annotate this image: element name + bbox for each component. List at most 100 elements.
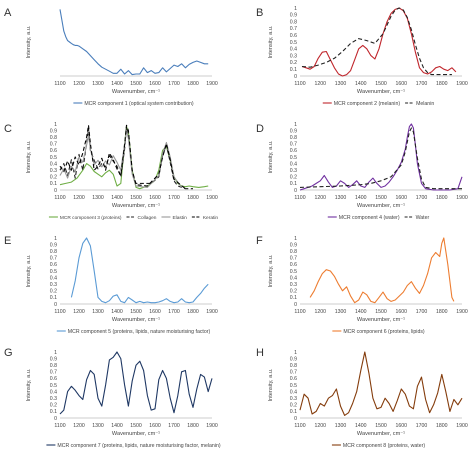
x-tick-label: 1500 (130, 81, 142, 87)
y-tick-label: 0.1 (50, 409, 57, 415)
x-tick-label: 1800 (436, 81, 448, 87)
legend-label: MCR component 7 (proteins, lipids, natur… (57, 443, 220, 449)
legend: MCR component 8 (proteins, water) (331, 443, 425, 449)
x-tick-label: 1300 (92, 195, 104, 201)
y-tick-label: 0.8 (50, 249, 57, 255)
y-tick-label: 0.3 (50, 282, 57, 288)
y-tick-label: 0.2 (290, 175, 297, 181)
x-tick-label: 1100 (294, 195, 305, 201)
legend: MCR component 4 (water) Water (327, 215, 430, 221)
y-axis-label: Intensity, a.u. (26, 25, 32, 58)
panel-c: C 00.10.20.30.40.50.60.70.80.91 1100 1200 13… (4, 122, 218, 221)
x-axis-label: Wavenumber, cm⁻¹ (112, 317, 160, 323)
x-axis-label: Wavenumber, cm⁻¹ (112, 89, 160, 95)
panel-label: A (4, 7, 12, 19)
y-tick-label: 0.7 (290, 142, 297, 148)
x-tick-label: 1800 (187, 195, 199, 201)
panel-label: F (256, 235, 263, 247)
x-tick-label: 1600 (395, 423, 407, 429)
y-tick-label: 0.8 (290, 135, 297, 141)
x-tick-label: 1400 (355, 309, 367, 315)
y-tick-label: 1 (54, 350, 57, 356)
x-tick-label: 1400 (111, 195, 123, 201)
x-tick-label: 1500 (130, 195, 142, 201)
legend-label: MCR component 1 (optical system contribu… (84, 101, 194, 107)
series-line (309, 237, 455, 304)
y-tick-label: 0.5 (50, 269, 57, 275)
x-tick-label: 1300 (92, 81, 104, 87)
x-tick-label: 1600 (149, 309, 161, 315)
y-tick-label: 0.7 (50, 142, 57, 148)
legend-label: Keratin (203, 215, 219, 221)
x-tick-label: 1600 (395, 195, 407, 201)
panel-f: F 00.10.20.30.40.50.60.70.80.91 1100 1200 13… (256, 235, 468, 335)
x-tick-label: 1900 (456, 195, 468, 201)
y-tick-label: 1 (54, 122, 57, 128)
series-line (299, 127, 462, 190)
x-tick-label: 1400 (355, 423, 367, 429)
y-tick-label: 0.9 (290, 242, 297, 248)
x-tick-label: 1400 (111, 81, 123, 87)
x-tick-label: 1100 (294, 423, 305, 429)
x-tick-label: 1700 (168, 81, 180, 87)
y-tick-label: 0.9 (290, 13, 297, 19)
x-tick-label: 1200 (73, 309, 85, 315)
y-tick-label: 0.2 (50, 403, 57, 409)
x-tick-label: 1300 (335, 195, 347, 201)
y-tick-label: 0.1 (290, 181, 297, 187)
y-tick-label: 0.9 (50, 242, 57, 248)
y-tick-label: 0.5 (290, 269, 297, 275)
legend: MCR component 1 (optical system contribu… (73, 101, 194, 107)
y-tick-label: 0.1 (290, 295, 297, 301)
x-tick-label: 1700 (168, 309, 180, 315)
y-tick-label: 1 (294, 122, 297, 128)
panel-a: A 1100 1200 1300 1400 1500 1600 1700 1800 1900 Wav… (4, 7, 218, 107)
y-tick-label: 0.4 (290, 389, 297, 395)
y-tick-label: 0.2 (50, 289, 57, 295)
y-tick-label: 0.4 (50, 275, 57, 281)
y-tick-label: 1 (54, 236, 57, 242)
x-tick-label: 1900 (206, 195, 218, 201)
y-tick-label: 0.5 (290, 40, 297, 46)
y-tick-label: 0.3 (50, 168, 57, 174)
series-line (59, 351, 213, 415)
y-tick-label: 0.4 (290, 161, 297, 167)
panel-label: G (4, 347, 13, 359)
x-tick-label: 1700 (416, 309, 428, 315)
y-tick-label: 1 (294, 236, 297, 242)
y-tick-label: 0.2 (290, 60, 297, 66)
x-tick-label: 1100 (54, 309, 65, 315)
legend: MCR component 6 (proteins, lipids) (332, 329, 425, 335)
x-tick-label: 1100 (294, 309, 305, 315)
panel-label: C (4, 123, 12, 135)
x-tick-label: 1200 (314, 309, 326, 315)
y-tick-label: 0.3 (290, 53, 297, 59)
x-tick-label: 1500 (130, 309, 142, 315)
x-tick-label: 1900 (206, 81, 218, 87)
y-tick-label: 0.8 (50, 363, 57, 369)
y-tick-label: 0.7 (290, 26, 297, 32)
y-tick-label: 0.9 (50, 356, 57, 362)
x-tick-label: 1800 (436, 195, 448, 201)
x-tick-label: 1600 (395, 309, 407, 315)
y-tick-label: 0 (294, 302, 297, 308)
y-tick-label: 0.1 (50, 295, 57, 301)
y-axis-label: Intensity, a.u. (268, 368, 274, 401)
legend-label: MCR component 5 (proteins, lipids, natur… (68, 329, 211, 335)
series-line (59, 9, 209, 76)
x-tick-label: 1500 (375, 81, 387, 87)
y-tick-label: 0 (54, 188, 57, 194)
y-tick-label: 0.4 (290, 47, 297, 53)
x-tick-label: 1200 (314, 423, 326, 429)
x-tick-label: 1300 (92, 309, 104, 315)
y-tick-label: 0.2 (290, 403, 297, 409)
x-axis-label: Wavenumber, cm⁻¹ (357, 89, 405, 95)
panel-h: H 00.10.20.30.40.50.60.70.80.91 1100 1200 13… (256, 347, 468, 449)
panel-d: D 00.10.20.30.40.50.60.70.80.91 1100 1200 13… (256, 122, 468, 221)
x-tick-label: 1800 (187, 423, 199, 429)
panel-e: E 00.10.20.30.40.50.60.70.80.91 1100 1200 13… (4, 235, 218, 335)
x-tick-label: 1600 (149, 195, 161, 201)
series-line (301, 7, 452, 76)
y-axis-label: Intensity, a.u. (26, 140, 32, 173)
